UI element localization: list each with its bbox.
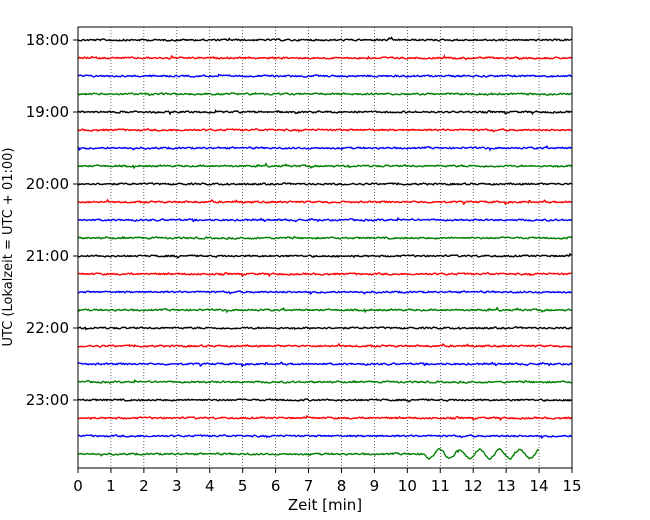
y-tick-label: 20:00 [26, 175, 69, 193]
y-tick-label: 21:00 [26, 247, 69, 265]
x-tick-label: 15 [562, 477, 581, 495]
trace-row [77, 109, 573, 116]
x-tick-label: 13 [497, 477, 516, 495]
trace-row [77, 91, 573, 97]
x-tick-label: 10 [398, 477, 417, 495]
x-axis-label: Zeit [min] [288, 496, 362, 514]
trace-row [77, 398, 572, 403]
y-axis-label: UTC (Lokalzeit = UTC + 01:00) [1, 148, 16, 347]
trace-row [77, 447, 540, 461]
x-tick-label: 3 [172, 477, 182, 495]
y-axis: 18:00 19:00 20:00 21:00 22:00 23:00 [26, 31, 78, 409]
x-tick-label: 4 [205, 477, 215, 495]
trace-row [77, 252, 572, 259]
trace-row [77, 73, 572, 78]
trace-row [77, 216, 572, 223]
trace-row [77, 271, 572, 278]
x-tick-label: 8 [337, 477, 347, 495]
trace-row [77, 54, 573, 61]
trace-row [77, 181, 572, 186]
y-tick-label: 22:00 [26, 319, 69, 337]
trace-row [77, 162, 572, 170]
x-tick-label: 11 [431, 477, 450, 495]
plot-frame [77, 26, 573, 469]
x-tick-label: 5 [238, 477, 248, 495]
trace-row [77, 414, 573, 422]
x-tick-label: 7 [304, 477, 314, 495]
trace-row [77, 290, 572, 296]
y-tick-label: 18:00 [26, 31, 69, 49]
trace-row [77, 198, 573, 206]
x-axis: 0 1 2 3 4 5 6 7 8 9 10 11 12 13 14 15 [73, 468, 582, 495]
trace-row [77, 378, 572, 384]
x-tick-label: 9 [370, 477, 380, 495]
y-tick-label: 23:00 [26, 391, 69, 409]
x-tick-label: 1 [106, 477, 116, 495]
y-tick-label: 19:00 [26, 103, 69, 121]
x-tick-label: 6 [271, 477, 281, 495]
trace-row [77, 128, 572, 133]
trace-row [77, 36, 572, 42]
x-tick-label: 14 [530, 477, 549, 495]
x-tick-label: 0 [73, 477, 83, 495]
x-tick-label: 2 [139, 477, 149, 495]
trace-row [77, 326, 572, 331]
trace-row [77, 434, 572, 440]
trace-row [77, 342, 572, 348]
trace-row [77, 361, 573, 368]
trace-row [77, 235, 573, 240]
trace-row [77, 306, 572, 314]
x-tick-label: 12 [464, 477, 483, 495]
trace-row [77, 144, 572, 152]
seismogram-traces [77, 36, 573, 461]
